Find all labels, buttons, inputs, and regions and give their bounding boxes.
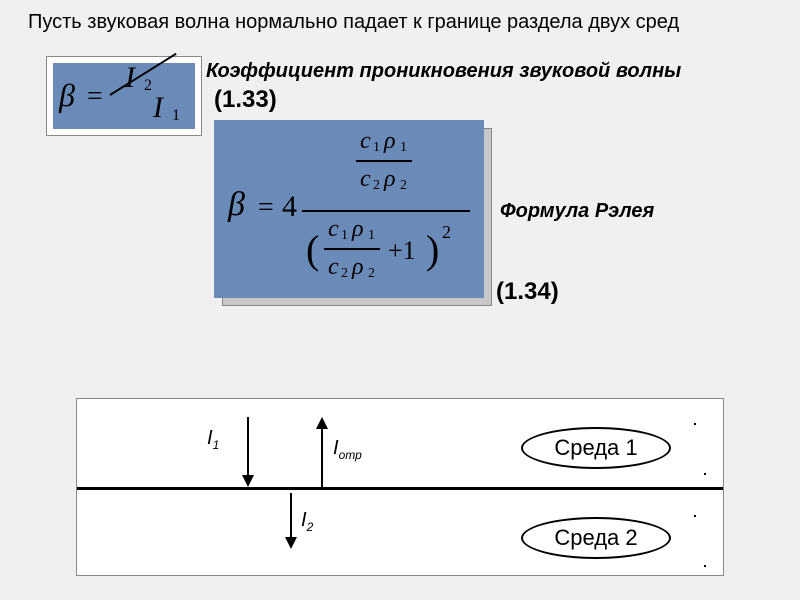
eq2-number: (1.34) bbox=[496, 278, 559, 306]
rayleigh-formula-label: Формула Рэлея bbox=[500, 200, 654, 223]
arrow-I2 bbox=[290, 493, 292, 551]
eq1-den-sub: 1 bbox=[172, 107, 180, 125]
penetration-coef-title: Коэффициент проникновения звуковой волны bbox=[206, 60, 681, 83]
eq1-beta: β bbox=[59, 77, 75, 114]
arrow-Iotr bbox=[321, 417, 323, 487]
eq2-beta: β bbox=[228, 186, 245, 224]
eq2-bot-den-rho: ρ bbox=[352, 254, 364, 281]
arrow-I1 bbox=[247, 417, 249, 487]
eq2-bot-num-c: c bbox=[328, 216, 339, 243]
eq2-top-den-c: c bbox=[360, 166, 371, 193]
eq2-four: 4 bbox=[282, 190, 297, 224]
eq1-den-I: I bbox=[153, 91, 163, 125]
eq2-top-num-c: c bbox=[360, 128, 371, 155]
arrow-I2-label: I2 bbox=[301, 509, 313, 534]
eq2-bot-num-csub: 1 bbox=[341, 228, 348, 244]
arrow-I1-sub: 1 bbox=[213, 438, 220, 452]
eq1-equals: = bbox=[87, 81, 103, 113]
eq2-top-fraction: c 1 ρ 1 c 2 ρ 2 bbox=[356, 128, 426, 200]
arrow-Iotr-label: Iотр bbox=[333, 437, 362, 462]
arrow-Iotr-sub: отр bbox=[339, 448, 362, 462]
decor-dot bbox=[694, 423, 696, 425]
eq1-face: β = I 2 I 1 bbox=[53, 63, 195, 129]
eq2-top-den-rho: ρ bbox=[384, 166, 396, 193]
eq2-bot-den-rsub: 2 bbox=[368, 266, 375, 282]
eq2-paren-l: ( bbox=[306, 226, 319, 273]
eq2-equals: = bbox=[258, 192, 274, 224]
eq2-bot-den-csub: 2 bbox=[341, 266, 348, 282]
eq2-top-num-rho: ρ bbox=[384, 128, 396, 155]
eq2-main-fraction-line bbox=[302, 210, 470, 212]
eq2-bot-num-rho: ρ bbox=[352, 216, 364, 243]
eq2-top-num-rsub: 1 bbox=[400, 140, 407, 156]
eq1-num-sub: 2 bbox=[144, 77, 152, 95]
medium-1-label: Среда 1 bbox=[521, 427, 671, 469]
decor-dot bbox=[694, 515, 696, 517]
decor-dot bbox=[704, 565, 706, 567]
eq2-top-frac-line bbox=[356, 160, 412, 162]
eq1-number: (1.33) bbox=[214, 86, 277, 114]
eq2-top-den-rsub: 2 bbox=[400, 178, 407, 194]
eq2-face: β = 4 c 1 ρ 1 c 2 ρ 2 ( c 1 ρ 1 c 2 ρ 2 bbox=[214, 120, 484, 298]
eq2-bottom-group: ( c 1 ρ 1 c 2 ρ 2 +1 ) 2 bbox=[306, 216, 474, 290]
decor-dot bbox=[704, 473, 706, 475]
eq1-formula: β = I 2 I 1 bbox=[53, 63, 195, 129]
eq2-top-num-csub: 1 bbox=[373, 140, 380, 156]
medium-2-label: Среда 2 bbox=[521, 517, 671, 559]
eq2-bot-num-rsub: 1 bbox=[368, 228, 375, 244]
eq2-bot-den-c: c bbox=[328, 254, 339, 281]
eq2-bot-fraction: c 1 ρ 1 c 2 ρ 2 bbox=[324, 216, 384, 288]
eq2-plus-one: +1 bbox=[388, 236, 416, 266]
media-interface-line bbox=[77, 487, 723, 490]
media-diagram-box: I1 Iотр I2 Среда 1 Среда 2 bbox=[76, 398, 724, 576]
eq2-top-den-csub: 2 bbox=[373, 178, 380, 194]
eq2-power: 2 bbox=[442, 222, 451, 243]
eq2-bot-frac-line bbox=[324, 248, 380, 250]
intro-text: Пусть звуковая волна нормально падает к … bbox=[28, 10, 748, 35]
eq2-paren-r: ) bbox=[426, 226, 439, 273]
arrow-I2-sub: 2 bbox=[307, 520, 314, 534]
arrow-I1-label: I1 bbox=[207, 427, 219, 452]
